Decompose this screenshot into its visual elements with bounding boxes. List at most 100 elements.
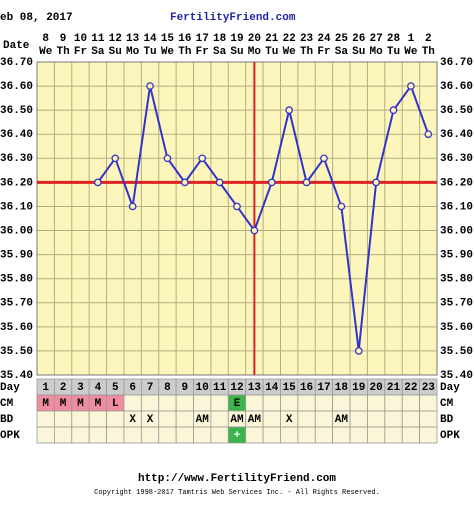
- y-tick-label-right: 36.00: [440, 225, 473, 237]
- table-cell: [401, 394, 421, 412]
- y-tick-label: 36.60: [0, 81, 33, 93]
- y-tick-label-right: 36.10: [440, 201, 473, 213]
- date-label: 20: [248, 33, 261, 45]
- table-cell: [106, 410, 125, 428]
- table-cell: [210, 426, 229, 444]
- cell-text: X: [286, 414, 293, 426]
- date-label: 28: [387, 33, 401, 45]
- temperature-point: [407, 82, 415, 90]
- table-cell: [123, 394, 142, 412]
- weekday-label: Sa: [213, 46, 227, 58]
- cell-text: X: [147, 414, 154, 426]
- y-tick-label: 36.20: [0, 177, 33, 189]
- table-cell: [158, 410, 177, 428]
- date-label: 22: [283, 33, 296, 45]
- table-cell: [175, 410, 194, 428]
- table-cell: [280, 394, 299, 412]
- cell-text: L: [112, 398, 119, 410]
- temperature-point: [389, 106, 398, 115]
- cycle-day: 22: [404, 382, 417, 394]
- table-cell: [158, 426, 177, 444]
- weekday-label: Su: [109, 46, 122, 58]
- weekday-label: Mo: [248, 46, 262, 58]
- table-cell: [332, 394, 351, 412]
- weekday-label: Su: [230, 46, 243, 58]
- footer-url: http://www.FertilityFriend.com: [138, 473, 336, 485]
- table-cell: [384, 426, 403, 444]
- y-tick-label: 36.10: [0, 201, 33, 213]
- table-cell: [262, 394, 281, 412]
- y-tick-label: 35.40: [0, 370, 33, 382]
- cycle-day: 4: [95, 382, 102, 394]
- table-cell: [88, 410, 107, 428]
- weekday-label: Th: [300, 46, 313, 58]
- date-label: 15: [161, 33, 175, 45]
- table-cell: [262, 426, 281, 444]
- date-label: 27: [370, 33, 383, 45]
- cycle-day: 1: [42, 382, 49, 394]
- cycle-day: 10: [196, 382, 209, 394]
- row-label: OPK: [0, 430, 20, 442]
- cell-text: AM: [196, 414, 210, 426]
- temperature-point: [94, 178, 102, 187]
- chart-date: eb 08, 2017: [0, 12, 73, 24]
- table-cell: [314, 394, 334, 412]
- temperature-point: [215, 178, 224, 187]
- y-tick-label-right: 35.80: [440, 274, 473, 286]
- row-label-right: OPK: [440, 430, 460, 442]
- y-tick-label-right: 35.90: [440, 250, 473, 262]
- table-cell: [419, 426, 438, 444]
- weekday-label: We: [161, 46, 175, 58]
- table-cell: [140, 394, 160, 412]
- cycle-day: 12: [230, 382, 243, 394]
- table-cell: [106, 426, 125, 444]
- table-cell: [349, 410, 368, 428]
- cell-text: AM: [335, 414, 349, 426]
- table-cell: [53, 410, 73, 428]
- weekday-label: Th: [422, 46, 435, 58]
- row-label: Day: [0, 382, 20, 394]
- table-cell: [297, 426, 316, 444]
- table-cell: [36, 410, 55, 428]
- y-tick-label-right: 36.20: [440, 177, 473, 189]
- table-cell: [384, 410, 403, 428]
- copyright: Copyright 1998-2017 Tamtris Web Services…: [94, 489, 380, 497]
- date-label: 23: [300, 33, 314, 45]
- cycle-day: 2: [60, 382, 67, 394]
- table-cell: [193, 426, 212, 444]
- table-cell: [367, 410, 386, 428]
- y-tick-label-right: 36.40: [440, 129, 473, 141]
- row-label-right: Day: [440, 382, 460, 394]
- weekday-label: Th: [178, 46, 191, 58]
- row-label-right: CM: [440, 398, 454, 410]
- temperature-point: [111, 154, 120, 163]
- table-cell: [419, 410, 438, 428]
- weekday-label: Fr: [74, 46, 87, 58]
- date-label: 26: [352, 33, 365, 45]
- y-tick-label: 35.80: [0, 274, 33, 286]
- table-cell: [71, 426, 90, 444]
- cycle-day: 23: [422, 382, 436, 394]
- table-cell: [210, 410, 229, 428]
- temperature-point: [128, 202, 137, 211]
- cycle-day: 20: [370, 382, 383, 394]
- table-cell: [367, 426, 386, 444]
- date-label: 9: [60, 33, 67, 45]
- cycle-day: 3: [77, 382, 84, 394]
- table-cell: [314, 426, 334, 444]
- date-label: Date: [3, 40, 30, 52]
- cell-text: M: [60, 398, 67, 410]
- temperature-point: [372, 178, 380, 187]
- cycle-day: 21: [387, 382, 401, 394]
- y-tick-label-right: 35.50: [440, 346, 473, 358]
- cell-text: +: [234, 430, 241, 442]
- date-label: 8: [42, 33, 49, 45]
- date-label: 13: [126, 33, 140, 45]
- table-cell: [140, 426, 160, 444]
- temperature-point: [198, 154, 207, 163]
- cycle-day: 19: [352, 382, 365, 394]
- cycle-day: 16: [300, 382, 313, 394]
- date-label: 21: [265, 33, 279, 45]
- row-label: CM: [0, 398, 14, 410]
